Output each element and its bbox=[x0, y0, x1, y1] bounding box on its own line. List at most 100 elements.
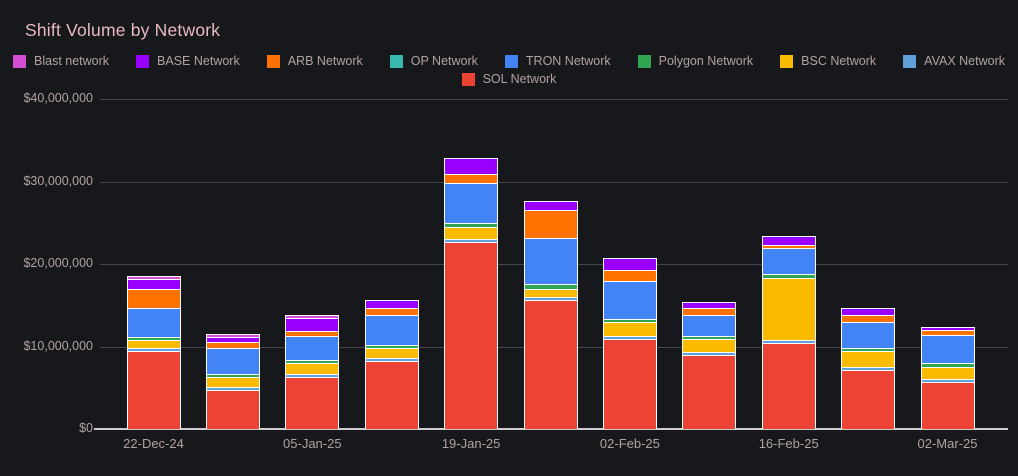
bar-segment-avax-network-05-jan-25[interactable] bbox=[286, 374, 339, 377]
bar-segment-sol-network-02-feb-25[interactable] bbox=[603, 339, 656, 429]
bar-segment-avax-network-02-mar-25[interactable] bbox=[921, 379, 974, 382]
bar-segment-avax-network-29-dec-24[interactable] bbox=[206, 387, 259, 390]
bar-segment-polygon-network-22-dec-24[interactable] bbox=[127, 337, 180, 340]
bar-segment-arb-network-16-feb-25[interactable] bbox=[762, 245, 815, 248]
bar-23-feb-25[interactable] bbox=[841, 308, 896, 429]
bar-segment-tron-network-05-jan-25[interactable] bbox=[286, 336, 339, 360]
bar-19-jan-25[interactable] bbox=[444, 158, 499, 429]
bar-segment-avax-network-16-feb-25[interactable] bbox=[762, 340, 815, 343]
bar-segment-bsc-network-22-dec-24[interactable] bbox=[127, 340, 180, 348]
bar-segment-polygon-network-12-jan-25[interactable] bbox=[365, 345, 418, 348]
bar-12-jan-25[interactable] bbox=[364, 300, 419, 429]
bar-segment-base-network-12-jan-25[interactable] bbox=[365, 300, 418, 308]
bar-29-dec-24[interactable] bbox=[205, 334, 260, 429]
bar-segment-arb-network-26-jan-25[interactable] bbox=[524, 210, 577, 238]
bar-segment-base-network-02-feb-25[interactable] bbox=[603, 258, 656, 270]
bar-segment-sol-network-22-dec-24[interactable] bbox=[127, 351, 180, 429]
bar-02-mar-25[interactable] bbox=[920, 327, 975, 429]
bar-segment-bsc-network-23-feb-25[interactable] bbox=[842, 351, 895, 367]
bar-segment-sol-network-29-dec-24[interactable] bbox=[206, 390, 259, 429]
bar-segment-base-network-29-dec-24[interactable] bbox=[206, 337, 259, 342]
bar-segment-base-network-26-jan-25[interactable] bbox=[524, 201, 577, 210]
bar-segment-polygon-network-19-jan-25[interactable] bbox=[445, 223, 498, 227]
bar-segment-avax-network-19-jan-25[interactable] bbox=[445, 239, 498, 242]
x-tick-label-02-feb-25: 02-Feb-25 bbox=[599, 436, 660, 451]
bar-segment-blast-network-05-jan-25[interactable] bbox=[286, 315, 339, 318]
bar-segment-avax-network-22-dec-24[interactable] bbox=[127, 348, 180, 351]
bar-segment-base-network-09-feb-25[interactable] bbox=[683, 302, 736, 308]
bar-16-feb-25[interactable] bbox=[761, 236, 816, 429]
legend-item-bsc-network: BSC Network bbox=[780, 54, 876, 68]
bar-segment-arb-network-22-dec-24[interactable] bbox=[127, 289, 180, 308]
bar-segment-tron-network-29-dec-24[interactable] bbox=[206, 348, 259, 374]
bar-segment-sol-network-05-jan-25[interactable] bbox=[286, 377, 339, 429]
bar-segment-blast-network-29-dec-24[interactable] bbox=[206, 334, 259, 337]
bar-segment-base-network-22-dec-24[interactable] bbox=[127, 279, 180, 289]
bar-segment-tron-network-02-mar-25[interactable] bbox=[921, 335, 974, 363]
bar-segment-bsc-network-02-mar-25[interactable] bbox=[921, 367, 974, 379]
bar-segment-base-network-23-feb-25[interactable] bbox=[842, 308, 895, 315]
legend-item-polygon-network: Polygon Network bbox=[637, 54, 753, 68]
bar-segment-avax-network-09-feb-25[interactable] bbox=[683, 352, 736, 355]
bar-segment-arb-network-23-feb-25[interactable] bbox=[842, 315, 895, 322]
bar-segment-bsc-network-05-jan-25[interactable] bbox=[286, 363, 339, 374]
bar-segment-arb-network-05-jan-25[interactable] bbox=[286, 331, 339, 336]
bar-segment-polygon-network-09-feb-25[interactable] bbox=[683, 336, 736, 339]
bar-09-feb-25[interactable] bbox=[682, 302, 737, 429]
bar-segment-polygon-network-05-jan-25[interactable] bbox=[286, 360, 339, 363]
bar-segment-sol-network-12-jan-25[interactable] bbox=[365, 361, 418, 429]
bar-segment-polygon-network-26-jan-25[interactable] bbox=[524, 284, 577, 289]
bar-segment-tron-network-16-feb-25[interactable] bbox=[762, 248, 815, 274]
bar-segment-sol-network-16-feb-25[interactable] bbox=[762, 343, 815, 429]
bar-segment-polygon-network-16-feb-25[interactable] bbox=[762, 274, 815, 278]
bar-segment-base-network-02-mar-25[interactable] bbox=[921, 327, 974, 330]
bar-segment-tron-network-02-feb-25[interactable] bbox=[603, 281, 656, 319]
bar-segment-bsc-network-29-dec-24[interactable] bbox=[206, 377, 259, 387]
bar-segment-tron-network-09-feb-25[interactable] bbox=[683, 315, 736, 336]
bar-segment-tron-network-19-jan-25[interactable] bbox=[445, 183, 498, 223]
bar-segment-arb-network-09-feb-25[interactable] bbox=[683, 308, 736, 315]
bar-segment-polygon-network-29-dec-24[interactable] bbox=[206, 374, 259, 377]
bar-22-dec-24[interactable] bbox=[126, 276, 181, 429]
legend-row-2: SOL Network bbox=[461, 72, 556, 86]
bar-segment-avax-network-26-jan-25[interactable] bbox=[524, 297, 577, 300]
x-tick-label-19-jan-25: 19-Jan-25 bbox=[441, 436, 501, 451]
bar-segment-arb-network-02-feb-25[interactable] bbox=[603, 270, 656, 281]
bar-segment-sol-network-26-jan-25[interactable] bbox=[524, 300, 577, 429]
bar-segment-arb-network-02-mar-25[interactable] bbox=[921, 330, 974, 335]
bar-segment-base-network-05-jan-25[interactable] bbox=[286, 318, 339, 331]
bar-segment-tron-network-26-jan-25[interactable] bbox=[524, 238, 577, 284]
legend-label: BASE Network bbox=[157, 54, 240, 68]
bar-segment-sol-network-09-feb-25[interactable] bbox=[683, 355, 736, 429]
legend-swatch-sol-network bbox=[461, 72, 475, 86]
bar-02-feb-25[interactable] bbox=[602, 258, 657, 429]
bar-segment-base-network-19-jan-25[interactable] bbox=[445, 158, 498, 174]
legend-swatch-tron-network bbox=[504, 54, 518, 68]
bar-segment-bsc-network-19-jan-25[interactable] bbox=[445, 227, 498, 239]
bar-segment-blast-network-22-dec-24[interactable] bbox=[127, 276, 180, 279]
bar-05-jan-25[interactable] bbox=[285, 315, 340, 429]
bar-segment-sol-network-23-feb-25[interactable] bbox=[842, 370, 895, 429]
bar-segment-arb-network-19-jan-25[interactable] bbox=[445, 174, 498, 183]
bar-segment-tron-network-22-dec-24[interactable] bbox=[127, 308, 180, 337]
bar-segment-polygon-network-02-mar-25[interactable] bbox=[921, 363, 974, 367]
bar-segment-tron-network-12-jan-25[interactable] bbox=[365, 315, 418, 345]
bar-segment-avax-network-02-feb-25[interactable] bbox=[603, 336, 656, 339]
bar-segment-avax-network-23-feb-25[interactable] bbox=[842, 367, 895, 370]
x-tick-label-16-feb-25: 16-Feb-25 bbox=[758, 436, 819, 451]
bar-segment-sol-network-19-jan-25[interactable] bbox=[445, 242, 498, 429]
bar-segment-bsc-network-09-feb-25[interactable] bbox=[683, 339, 736, 352]
bar-segment-arb-network-29-dec-24[interactable] bbox=[206, 342, 259, 348]
bar-segment-polygon-network-02-feb-25[interactable] bbox=[603, 319, 656, 322]
bar-segment-sol-network-02-mar-25[interactable] bbox=[921, 382, 974, 429]
bar-segment-bsc-network-02-feb-25[interactable] bbox=[603, 322, 656, 336]
bar-segment-bsc-network-26-jan-25[interactable] bbox=[524, 289, 577, 297]
bar-segment-tron-network-23-feb-25[interactable] bbox=[842, 322, 895, 348]
bar-segment-bsc-network-16-feb-25[interactable] bbox=[762, 278, 815, 340]
bar-segment-arb-network-12-jan-25[interactable] bbox=[365, 308, 418, 315]
bar-segment-avax-network-12-jan-25[interactable] bbox=[365, 358, 418, 361]
bar-segment-polygon-network-23-feb-25[interactable] bbox=[842, 348, 895, 351]
bar-26-jan-25[interactable] bbox=[523, 201, 578, 429]
bar-segment-base-network-16-feb-25[interactable] bbox=[762, 236, 815, 245]
bar-segment-bsc-network-12-jan-25[interactable] bbox=[365, 348, 418, 358]
